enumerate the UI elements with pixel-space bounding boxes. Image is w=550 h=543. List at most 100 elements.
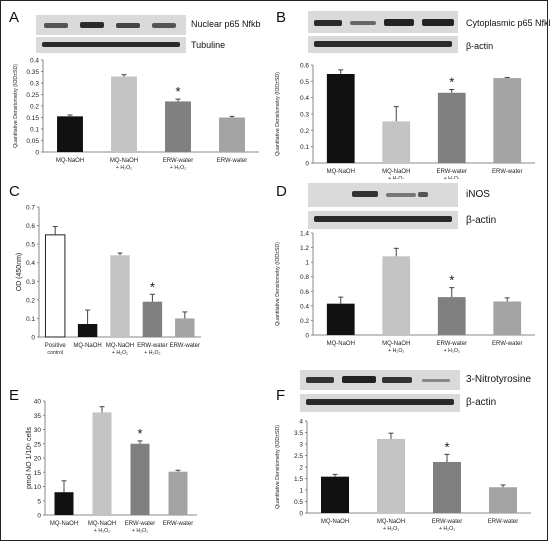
y-axis-label: Quantitative Densitometry (IOD±SD) (13, 64, 19, 148)
y-tick-label: 30 (34, 427, 42, 434)
y-tick-label: 0.4 (300, 95, 309, 102)
significance-marker: * (137, 426, 142, 441)
panel-f: F 3-Nitrotyrosine β-actin 0 0.5 1 1.5 2 2.5 3 3… (273, 357, 549, 541)
bar (44, 234, 66, 338)
bar-chart-d: 0 0.2 0.4 0.6 0.8 1 1.2 1.4 Quantitative Densito… (275, 231, 535, 354)
y-tick-label: 0 (305, 161, 309, 168)
panel-d: D iNOS β-actin 0 0.2 0.4 0.6 0.8 1 1.2 1.4 Quant… (273, 179, 549, 357)
category-label: ERW-water (217, 158, 247, 164)
category-label: MQ-NaOH (327, 341, 355, 347)
category-label: + H₂O₂ (383, 526, 399, 532)
bar (57, 116, 83, 152)
category-label: MQ-NaOH (321, 519, 349, 525)
y-tick-label: 3.5 (294, 430, 303, 437)
y-tick-label: 0 (305, 333, 309, 340)
y-tick-label: 0.6 (26, 223, 35, 230)
category-label: MQ-NaOH (382, 341, 410, 347)
bar-chart-c: 0 0.1 0.2 0.3 0.4 0.5 0.6 0.7 OD (450nm) Positive… (16, 205, 201, 356)
category-label: + H₂O₂ (112, 350, 128, 356)
blot-label-loading: Tubuline (191, 40, 226, 50)
bar (92, 412, 112, 515)
y-tick-label: 0.6 (300, 289, 309, 296)
y-tick-label: 0.8 (300, 274, 309, 281)
blot-label-protein: Nuclear p65 Nfkb (191, 19, 261, 29)
y-tick-label: 0.6 (300, 63, 309, 70)
category-label: MQ-NaOH (73, 343, 101, 349)
category-label: + H₂O₂ (170, 165, 186, 171)
y-tick-label: 0.2 (300, 128, 309, 135)
significance-marker: * (444, 439, 449, 454)
y-tick-label: 40 (34, 399, 42, 406)
y-tick-label: 25 (34, 441, 42, 448)
category-label: + H₂O₂ (116, 165, 132, 171)
y-tick-label: 0.2 (26, 297, 35, 304)
panel-letter-a: A (9, 9, 20, 26)
bar-chart-b: 0 0.1 0.2 0.3 0.4 0.5 0.6 Quantitative Densitom… (275, 63, 535, 179)
bar (168, 471, 188, 515)
blot-label-protein: iNOS (466, 189, 490, 200)
category-label: MQ-NaOH (50, 521, 78, 527)
y-tick-label: 5 (37, 498, 41, 505)
panel-letter-e: E (9, 387, 20, 404)
y-tick-label: 0.3 (30, 81, 39, 88)
y-tick-label: 10 (34, 484, 42, 491)
panel-e: E 0 5 10 15 20 25 30 35 40 pmol NO 1/10⁶ cells MQ-… (1, 357, 273, 541)
bar (382, 256, 411, 335)
y-tick-label: 0 (35, 150, 39, 157)
bar-chart-a: 0 0.05 0.1 0.15 0.2 0.25 0.3 0.35 0.4 Quantitativ… (13, 58, 259, 171)
category-label: MQ-NaOH (106, 343, 134, 349)
bar (321, 476, 349, 513)
y-axis-label: Quantitative Densitometry (IOD±SD) (275, 242, 281, 326)
y-tick-label: 0 (31, 335, 35, 342)
panel-letter-c: C (9, 183, 20, 200)
bar-chart-f: 0 0.5 1 1.5 2 2.5 3 3.5 4 Quantitative Densitomet… (275, 419, 531, 532)
y-tick-label: 2 (299, 465, 303, 472)
panel-letter-b: B (276, 9, 287, 26)
y-tick-label: 4 (299, 419, 303, 426)
y-tick-label: 0.4 (300, 303, 309, 310)
bar (77, 324, 98, 337)
y-tick-label: 0.15 (26, 115, 39, 122)
bar (493, 78, 522, 163)
y-tick-label: 0.1 (30, 127, 39, 134)
category-label: + H₂O₂ (94, 528, 110, 534)
category-label: ERW-water (437, 341, 467, 347)
blot-strip (36, 15, 186, 53)
bar-chart-e: 0 5 10 15 20 25 30 35 40 pmol NO 1/10⁶ cells MQ-Na… (26, 399, 197, 534)
y-tick-label: 0 (37, 513, 41, 520)
bar (326, 73, 355, 163)
y-axis-label: OD (450nm) (16, 253, 23, 292)
category-label: ERW-water (137, 343, 167, 349)
category-label: MQ-NaOH (327, 169, 355, 175)
significance-marker: * (449, 273, 454, 288)
blot-label-loading: β-actin (466, 215, 497, 226)
y-axis-label: pmol NO 1/10⁶ cells (26, 426, 33, 489)
panel-letter-d: D (276, 183, 287, 200)
category-label: ERW-water (170, 343, 200, 349)
y-tick-label: 0.05 (26, 138, 39, 145)
bar (382, 121, 411, 163)
panel-b: B Cytoplasmic p65 Nfkb β-actin 0 0.1 0.2 0.… (273, 1, 550, 179)
y-tick-label: 0.5 (26, 242, 35, 249)
category-label: ERW-water (163, 521, 193, 527)
y-tick-label: 0.5 (294, 499, 303, 506)
y-tick-label: 3 (299, 442, 303, 449)
y-tick-label: 1 (305, 260, 309, 267)
category-label: + H₂O₂ (388, 348, 404, 354)
bar (377, 438, 405, 513)
bar (165, 101, 191, 152)
category-label: + H₂O₂ (132, 528, 148, 534)
bar (493, 301, 522, 335)
y-tick-label: 0.25 (26, 92, 39, 99)
category-label: ERW-water (492, 169, 522, 175)
y-tick-label: 1.2 (300, 245, 309, 252)
category-label: + H₂O₂ (388, 176, 404, 179)
bar (219, 117, 245, 152)
category-label: MQ-NaOH (110, 158, 138, 164)
category-label: + H₂O₂ (444, 176, 460, 179)
blot-label-protein: 3-Nitrotyrosine (466, 374, 532, 385)
blot-label-loading: β-actin (466, 41, 494, 51)
y-tick-label: 1.5 (294, 476, 303, 483)
category-label: MQ-NaOH (88, 521, 116, 527)
